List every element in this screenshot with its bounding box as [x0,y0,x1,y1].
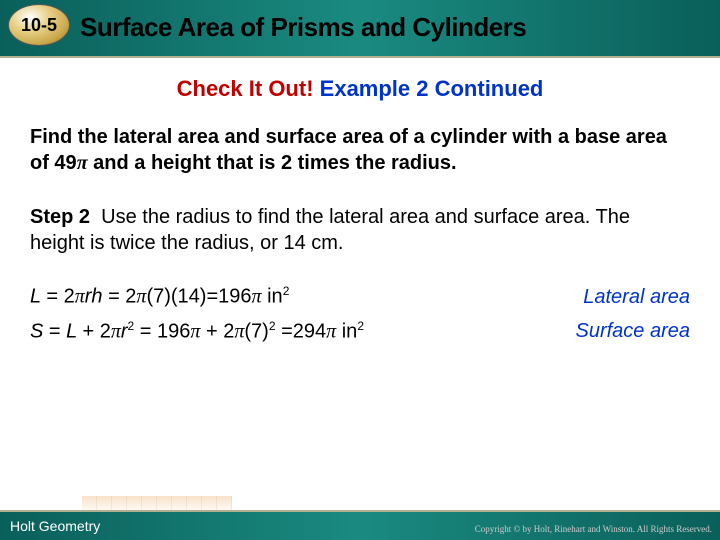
lesson-number: 10-5 [21,15,57,36]
step-text: Step 2 Use the radius to find the latera… [30,204,690,256]
subtitle-blue: Example 2 Continued [320,76,544,101]
copyright-text: Copyright © by Holt, Rinehart and Winsto… [475,524,712,534]
lesson-badge: 10-5 [8,4,70,46]
surface-equation: S = L + 2πr2 = 196π + 2π(7)2 =294π in2 [30,319,364,344]
surface-label: Surface area [565,320,690,343]
problem-text: Find the lateral area and surface area o… [30,124,690,176]
page-title: Surface Area of Prisms and Cylinders [80,12,526,43]
subtitle-red: Check It Out! [177,76,314,101]
footer-bar: Holt Geometry Copyright © by Holt, Rineh… [0,510,720,540]
header-bar: 10-5 Surface Area of Prisms and Cylinder… [0,0,720,58]
subtitle: Check It Out! Example 2 Continued [30,76,690,102]
decorative-strip [82,496,232,510]
step-label: Step 2 [30,206,90,228]
content-area: Check It Out! Example 2 Continued Find t… [0,58,720,343]
lateral-label: Lateral area [573,286,690,309]
footer-brand: Holt Geometry [10,518,100,534]
step-body: Use the radius to find the lateral area … [30,206,630,254]
surface-area-row: S = L + 2πr2 = 196π + 2π(7)2 =294π in2 S… [30,319,690,344]
lateral-area-row: L = 2πrh = 2π(7)(14)=196π in2 Lateral ar… [30,284,690,309]
lateral-equation: L = 2πrh = 2π(7)(14)=196π in2 [30,284,289,309]
